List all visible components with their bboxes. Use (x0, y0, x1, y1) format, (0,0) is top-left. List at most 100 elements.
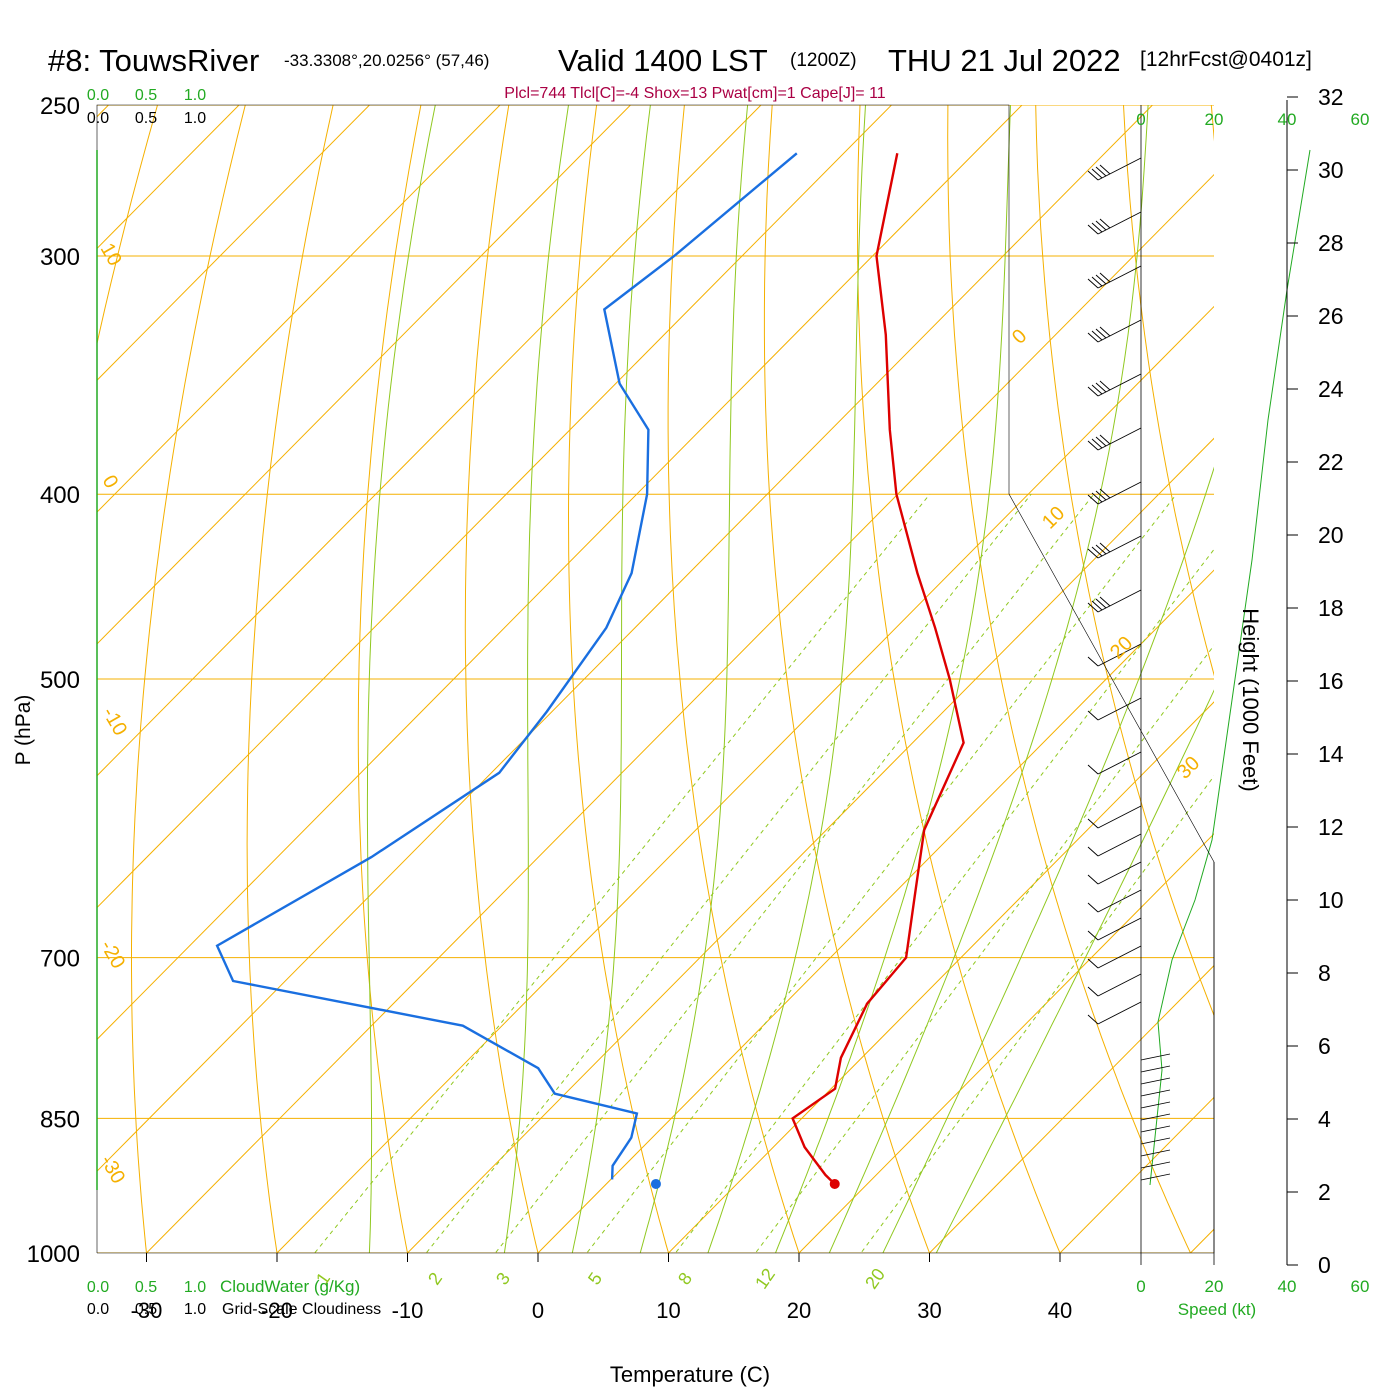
dry-adiabat-label: 0 (98, 472, 123, 493)
speed-tick-top: 0 (1136, 110, 1145, 129)
wind-profile (1087, 149, 1311, 1186)
forecast-label: [12hrFcst@0401z] (1140, 48, 1312, 71)
wind-barb-flag (1091, 276, 1103, 287)
moist-adiabat (935, 689, 1214, 1253)
wind-barb-staff (1097, 805, 1142, 829)
speed-tick-top: 40 (1278, 110, 1297, 129)
isotherm-line (97, 105, 762, 777)
isotherm-line (97, 105, 370, 381)
wind-barb-staff (1097, 697, 1142, 721)
x-tick-label: 0 (532, 1298, 544, 1323)
mixing-ratio-label: 8 (674, 1269, 696, 1289)
isotherm-line (276, 305, 1214, 1253)
wind-barb-flag (1087, 170, 1099, 181)
height-tick-label: 20 (1318, 522, 1344, 548)
wind-barb-flag (1095, 598, 1107, 609)
height-tick-label: 8 (1318, 960, 1331, 986)
cloudiness-tick-top: 1.0 (184, 110, 206, 127)
mixing-ratio-line (425, 493, 1032, 1253)
dry-adiabat (567, 105, 670, 1253)
dry-adiabat (667, 105, 800, 1253)
station-title: #8: TouwsRiver (48, 43, 259, 78)
x-tick-label: 10 (656, 1298, 680, 1323)
wind-barb-flag (1087, 278, 1099, 289)
dry-adiabat (856, 105, 1061, 1253)
wind-barb-low (1140, 1101, 1171, 1109)
dry-adiabat (1035, 105, 1214, 1017)
height-tick-label: 10 (1318, 887, 1344, 913)
mixing-ratio-label: 3 (492, 1269, 514, 1289)
valid-time: Valid 1400 LST (558, 43, 768, 78)
dry-adiabat (947, 105, 1192, 1253)
dry-adiabat (246, 105, 334, 1253)
cloudiness-tick-top: 0.5 (135, 110, 157, 127)
wind-barb-flag (1087, 224, 1099, 235)
dry-adiabat (1122, 105, 1214, 677)
height-tick-label: 0 (1318, 1252, 1331, 1278)
wind-barb-low (1140, 1161, 1171, 1169)
dry-adiabat (464, 105, 539, 1253)
axis-labels: -30 -20 -10 0 10 20 30 402503004005007008501000… (27, 84, 1370, 1323)
surface-temperature-marker (829, 1178, 840, 1189)
dry-adiabat-label: -20 (96, 937, 130, 973)
surface-dewpoint-marker (650, 1178, 661, 1189)
wind-barb-flag (1099, 218, 1111, 229)
cloudwater-tick-top: 1.0 (184, 87, 206, 104)
dry-adiabat-label: 30 (1173, 752, 1204, 783)
isotherm-line (1190, 1228, 1214, 1253)
dry-adiabat-label: 10 (96, 240, 126, 270)
height-tick-label: 30 (1318, 157, 1344, 183)
moist-adiabat (366, 105, 436, 1253)
wind-barb-low (1140, 1125, 1171, 1133)
x-tick-label: 20 (787, 1298, 811, 1323)
wind-barb-flag (1095, 220, 1107, 231)
wind-barb-flag (1087, 602, 1099, 613)
isotherm-line (97, 105, 1023, 1041)
height-tick-label: 4 (1318, 1106, 1331, 1132)
cloudiness-tick-bottom: 0.5 (135, 1301, 157, 1318)
cloudwater-tick-bottom: 0.5 (135, 1279, 157, 1296)
moist-adiabat (571, 105, 651, 1253)
speed-tick-bottom: 40 (1278, 1277, 1297, 1296)
mixing-ratio-line (860, 775, 1214, 1253)
wind-barb-staff (1097, 1001, 1142, 1025)
height-tick-label: 32 (1318, 84, 1344, 110)
wind-barb-flag (1087, 1014, 1099, 1025)
mixing-ratio-label: 5 (584, 1269, 606, 1289)
wind-barb-flag (1091, 168, 1103, 179)
wind-barb-flag (1087, 494, 1099, 505)
wind-barb-staff (1097, 481, 1142, 505)
wind-barb-flag (1091, 546, 1103, 557)
wind-barb-flag (1099, 542, 1111, 553)
speed-axis-title: Speed (kt) (1178, 1300, 1256, 1319)
height-tick-label: 24 (1318, 376, 1344, 402)
grid-lines (97, 105, 1214, 1253)
isotherm-line (929, 964, 1214, 1253)
temperature-line (791, 153, 965, 1185)
isotherm-line (97, 105, 501, 513)
cloudiness-tick-top: 0.0 (87, 110, 109, 127)
height-tick-label: 16 (1318, 668, 1344, 694)
isotherm-line (407, 437, 1214, 1253)
wind-barb-flag (1087, 440, 1099, 451)
wind-barb-flag (1087, 958, 1099, 969)
speed-tick-bottom: 60 (1351, 1277, 1370, 1296)
height-axis-title: Height (1000 Feet) (1238, 608, 1263, 791)
wind-barb-staff (1097, 861, 1142, 885)
moist-adiabat (828, 105, 1149, 1253)
wind-barb-flag (1091, 492, 1103, 503)
dry-adiabat-label: 0 (1008, 325, 1031, 348)
dry-adiabat-label: -10 (98, 704, 132, 740)
wind-barb-staff (1097, 833, 1142, 857)
x-axis-title: Temperature (C) (610, 1362, 770, 1387)
wind-barb-low (1140, 1137, 1171, 1145)
pressure-tick-label: 400 (40, 482, 80, 509)
mixing-ratio-line (754, 644, 1214, 1253)
moist-adiabat (882, 466, 1214, 1253)
moist-adiabat (503, 105, 570, 1253)
mixing-ratio-label: 12 (751, 1265, 779, 1293)
wind-barb-flag (1087, 846, 1099, 857)
wind-barb-low (1140, 1089, 1171, 1097)
wind-barb-flag (1095, 490, 1107, 501)
